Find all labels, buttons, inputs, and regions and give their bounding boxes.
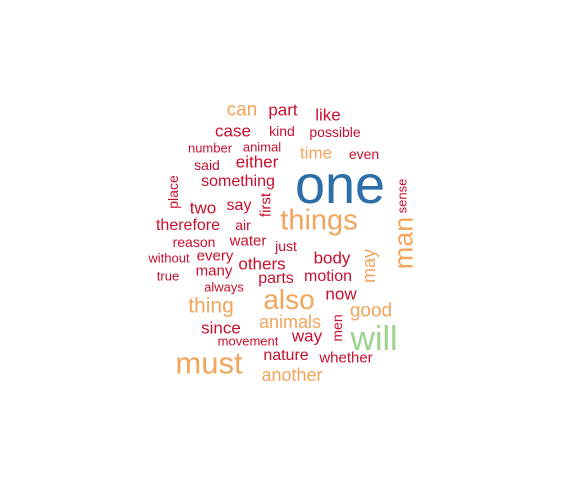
word-another: another: [261, 365, 323, 385]
word-thing: thing: [188, 294, 234, 318]
word-man: man: [388, 216, 419, 270]
word-always: always: [204, 279, 244, 295]
word-reason: reason: [172, 234, 216, 250]
word-also: also: [263, 284, 315, 315]
word-kind: kind: [269, 123, 295, 139]
word-either: either: [235, 152, 279, 172]
word-even: even: [348, 146, 380, 162]
word-things: things: [280, 204, 358, 237]
word-say: say: [226, 197, 252, 214]
word-place: place: [165, 175, 181, 209]
word-said: said: [194, 157, 220, 173]
word-number: number: [187, 140, 233, 156]
word-just: just: [275, 238, 297, 254]
word-since: since: [201, 318, 241, 338]
word-possible: possible: [309, 124, 361, 140]
word-way: way: [291, 326, 323, 346]
word-first: first: [257, 192, 275, 218]
word-animal: animal: [242, 139, 282, 155]
word-air: air: [235, 217, 251, 233]
word-must: must: [175, 345, 243, 381]
word-without: without: [148, 250, 190, 266]
word-therefore: therefore: [155, 217, 221, 234]
word-will: will: [350, 320, 398, 358]
word-every: every: [196, 247, 234, 265]
word-motion: motion: [303, 268, 353, 285]
word-good: good: [349, 300, 393, 322]
word-whether: whether: [319, 349, 373, 367]
word-may: may: [359, 248, 379, 284]
word-others: others: [238, 254, 286, 274]
word-movement: movement: [217, 333, 279, 349]
word-nature: nature: [263, 347, 309, 364]
word-one: one: [294, 155, 386, 215]
word-men: men: [329, 314, 345, 342]
word-like: like: [315, 105, 341, 125]
word-sense: sense: [394, 178, 410, 214]
word-can: can: [226, 99, 258, 121]
word-case: case: [215, 121, 251, 141]
word-true: true: [156, 268, 180, 284]
word-time: time: [299, 143, 333, 163]
word-now: now: [325, 284, 357, 304]
word-two: two: [189, 198, 217, 218]
word-part: part: [268, 100, 298, 120]
word-parts: parts: [258, 270, 294, 287]
word-something: something: [201, 173, 275, 190]
word-animals: animals: [258, 312, 322, 332]
word-water: water: [229, 232, 267, 250]
word-many: many: [195, 262, 233, 280]
word-body: body: [313, 248, 351, 268]
